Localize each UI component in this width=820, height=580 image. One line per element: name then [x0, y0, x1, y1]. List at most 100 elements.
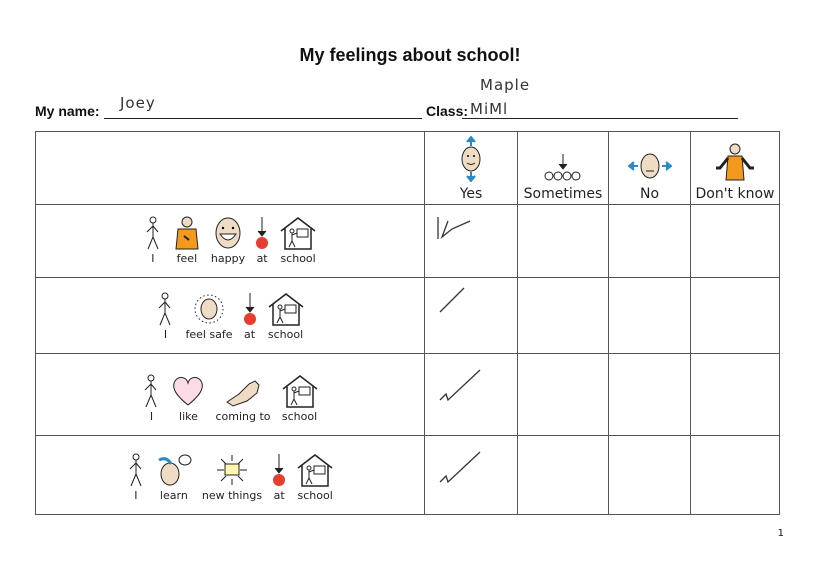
- hand-icon: [226, 380, 260, 407]
- option-yes: Yes: [424, 131, 518, 205]
- word-label: feel: [176, 252, 198, 265]
- checkmark-icon: [439, 287, 465, 313]
- word-label: feel safe: [185, 328, 233, 341]
- answer-cell-don-t-know[interactable]: [690, 204, 780, 278]
- symbol-word: I: [126, 453, 146, 502]
- at-icon: [273, 454, 286, 486]
- symbol-word: at: [272, 453, 286, 502]
- symbol-word: I: [141, 374, 161, 423]
- header-blank: [35, 131, 425, 205]
- checkmark-icon: [437, 217, 471, 239]
- class-value-above: Maple: [480, 76, 531, 94]
- answer-cell-yes[interactable]: [424, 353, 518, 436]
- word-label: school: [281, 410, 318, 423]
- face-shaking-icon: [627, 153, 672, 179]
- answer-cell-no[interactable]: [608, 435, 691, 515]
- happy-icon: [215, 217, 241, 249]
- answer-cell-sometimes[interactable]: [517, 204, 609, 278]
- symbol-word: school: [296, 453, 334, 502]
- answer-cell-don-t-know[interactable]: [690, 435, 780, 515]
- symbol-word: school: [279, 216, 317, 265]
- class-label: Class:: [426, 103, 469, 119]
- answer-cell-don-t-know[interactable]: [690, 277, 780, 354]
- symbol-word: new things: [202, 453, 262, 502]
- option-sometimes: Sometimes: [517, 131, 609, 205]
- answer-cell-no[interactable]: [608, 277, 691, 354]
- learn-icon: [158, 454, 192, 486]
- school-icon: [282, 375, 317, 408]
- word-label: at: [273, 489, 285, 502]
- person-icon: [159, 292, 171, 326]
- safe-icon: [194, 294, 224, 324]
- class-field[interactable]: [462, 118, 738, 119]
- name-field[interactable]: [104, 118, 422, 119]
- answer-cell-yes[interactable]: [424, 435, 518, 515]
- clocks-arrow-icon: [544, 154, 581, 181]
- checkmark-icon: [439, 451, 481, 484]
- word-label: I: [134, 489, 138, 502]
- person-icon: [146, 216, 159, 250]
- symbol-word: learn: [156, 453, 192, 502]
- symbol-word: I: [143, 216, 163, 265]
- symbol-word: at: [255, 216, 269, 265]
- word-label: coming to: [215, 410, 271, 423]
- option-label: Yes: [459, 186, 483, 202]
- symbol-word: coming to: [215, 378, 271, 423]
- name-value: Joey: [120, 94, 156, 112]
- answer-cell-no[interactable]: [608, 353, 691, 436]
- word-label: school: [280, 252, 316, 265]
- answer-cell-don-t-know[interactable]: [690, 353, 780, 436]
- symbol-word: school: [267, 292, 305, 341]
- feel-icon: [175, 216, 199, 250]
- word-label: happy: [210, 252, 246, 265]
- name-label: My name:: [35, 103, 100, 119]
- word-label: school: [267, 328, 304, 341]
- symbol-word: I: [155, 292, 175, 341]
- answer-cell-no[interactable]: [608, 204, 691, 278]
- person-shrug-icon: [716, 143, 754, 181]
- answer-cell-sometimes[interactable]: [517, 277, 609, 354]
- symbol-word: school: [281, 374, 319, 423]
- word-label: I: [151, 252, 155, 265]
- symbol-word: feel: [173, 216, 201, 265]
- word-label: new things: [201, 489, 263, 502]
- option-no: No: [608, 131, 691, 205]
- answer-cell-sometimes[interactable]: [517, 353, 609, 436]
- option-label: Don't know: [695, 186, 775, 202]
- school-icon: [297, 454, 333, 487]
- school-icon: [280, 217, 316, 250]
- face-nodding-icon: [461, 136, 481, 182]
- option-label: Sometimes: [523, 186, 603, 202]
- answer-cell-yes[interactable]: [424, 277, 518, 354]
- word-label: learn: [159, 489, 188, 502]
- answer-cell-sometimes[interactable]: [517, 435, 609, 515]
- word-label: school: [297, 489, 333, 502]
- answer-cell-yes[interactable]: [424, 204, 518, 278]
- header-row: Yes Sometimes No Don't know: [35, 131, 780, 205]
- new-icon: [216, 455, 247, 485]
- symbol-word: happy: [211, 216, 245, 265]
- word-label: like: [179, 410, 198, 423]
- word-label: I: [163, 328, 168, 341]
- page-title: My feelings about school!: [299, 45, 521, 65]
- class-value: MiMl: [470, 100, 509, 118]
- heart-icon: [173, 377, 204, 406]
- checkmark-icon: [439, 369, 481, 402]
- page-number: 1: [777, 528, 784, 539]
- word-label: at: [244, 328, 256, 341]
- school-icon: [268, 293, 303, 326]
- word-label: I: [149, 410, 154, 423]
- word-label: at: [256, 252, 268, 265]
